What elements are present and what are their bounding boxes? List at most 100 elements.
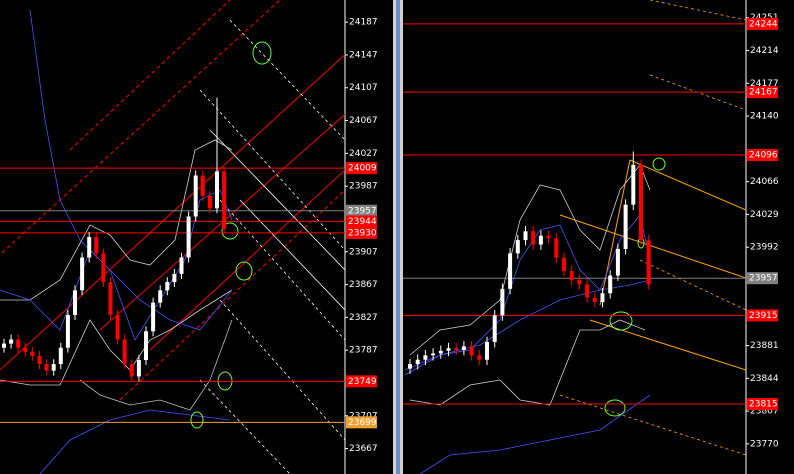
candle-body	[165, 282, 170, 291]
y-tick-label: 23844	[750, 374, 779, 384]
candle-body	[515, 240, 520, 254]
y-tick-label: 24107	[349, 83, 378, 93]
candle-body	[58, 347, 63, 365]
candle-body	[431, 353, 436, 356]
level-label: 23957	[749, 274, 778, 284]
level-label-box	[747, 309, 778, 322]
level-label: 23699	[348, 418, 377, 428]
candle-body	[585, 284, 590, 298]
candle-body	[477, 355, 482, 360]
plot-area	[0, 97, 345, 423]
candle-body	[623, 204, 628, 249]
candle-body	[122, 339, 127, 365]
right-drawings	[404, 0, 746, 474]
y-tick-label: 24029	[750, 210, 779, 220]
y-tick-label: 23867	[349, 280, 378, 290]
y-tick-label: 23992	[750, 243, 779, 253]
y-tick-label: 24187	[349, 18, 378, 28]
candle-body	[600, 293, 605, 303]
candle-body	[44, 364, 49, 371]
candle-body	[461, 346, 466, 350]
level-label: 23944	[348, 217, 377, 227]
y-tick-label: 24067	[349, 116, 378, 126]
candle-body	[215, 171, 219, 209]
candle-body	[37, 355, 42, 365]
level-label: 24096	[749, 151, 778, 161]
y-tick-label: 23770	[750, 439, 779, 449]
level-label: 24009	[348, 164, 377, 174]
level-label-box	[747, 149, 778, 162]
y-tick-label: 24214	[750, 46, 779, 56]
left-drawings	[0, 0, 345, 474]
candle-body	[73, 290, 77, 315]
candle-body	[492, 315, 497, 342]
candle-body	[179, 257, 184, 274]
candle-body	[222, 171, 227, 229]
candle-body	[94, 237, 99, 254]
level-label-box	[346, 204, 377, 217]
candle-body	[80, 257, 85, 291]
candle-body	[569, 271, 574, 280]
level-label: 24244	[749, 19, 778, 29]
y-tick-label: 23667	[349, 444, 378, 454]
candle-body	[639, 164, 643, 241]
y-tick-label: 23807	[750, 407, 779, 417]
candle-body	[469, 346, 474, 356]
candle-body	[136, 360, 141, 377]
level-label: 23957	[348, 206, 377, 216]
candle-body	[151, 302, 156, 332]
level-label: 24167	[749, 88, 778, 98]
level-label: 23815	[749, 400, 778, 410]
candle-body	[423, 355, 428, 360]
candle-body	[538, 235, 543, 245]
level-label-box	[346, 226, 377, 239]
level-label-box	[747, 398, 778, 411]
candle-body	[562, 257, 566, 272]
candle-body	[531, 231, 536, 245]
candle-body	[523, 231, 528, 241]
candle-body	[615, 248, 620, 276]
y-tick-label: 23827	[349, 313, 378, 323]
splitter-bar	[396, 0, 400, 474]
candle-body	[2, 343, 6, 348]
level-label-box	[747, 86, 778, 99]
candle-body	[65, 314, 70, 348]
y-tick-label: 23907	[349, 247, 378, 257]
y-tick-label: 24147	[349, 50, 378, 60]
candle-body	[415, 359, 420, 365]
level-label: 23915	[749, 311, 778, 321]
candle-body	[454, 348, 459, 350]
y-tick-label: 23987	[349, 182, 378, 192]
candle-body	[193, 175, 198, 217]
level-label-box	[346, 416, 377, 429]
candle-body	[158, 290, 163, 303]
candle-body	[438, 350, 443, 354]
level-label: 23749	[348, 377, 377, 387]
candle-body	[108, 282, 113, 315]
candle-body	[16, 339, 21, 348]
candle-body	[144, 331, 148, 361]
y-tick-label: 23707	[349, 411, 378, 421]
candle-body	[577, 279, 582, 285]
candle-body	[115, 314, 120, 340]
candle-body	[631, 164, 636, 205]
candle-body	[446, 348, 451, 351]
candle-body	[508, 253, 513, 289]
y-tick-label: 23881	[750, 341, 779, 351]
candle-body	[129, 364, 134, 377]
candle-body	[554, 238, 559, 258]
level-label-box	[346, 215, 377, 228]
candle-body	[9, 339, 14, 344]
level-label-box	[747, 272, 778, 285]
candle-body	[207, 195, 212, 209]
candle-body	[200, 175, 205, 196]
candle-body	[485, 341, 489, 360]
candle-body	[546, 235, 551, 239]
level-label-box	[346, 162, 377, 175]
plot-area	[403, 23, 746, 405]
candle-body	[592, 297, 597, 303]
y-tick-label: 24177	[750, 79, 779, 89]
y-tick-label: 24027	[349, 149, 378, 159]
candle-body	[101, 253, 106, 283]
